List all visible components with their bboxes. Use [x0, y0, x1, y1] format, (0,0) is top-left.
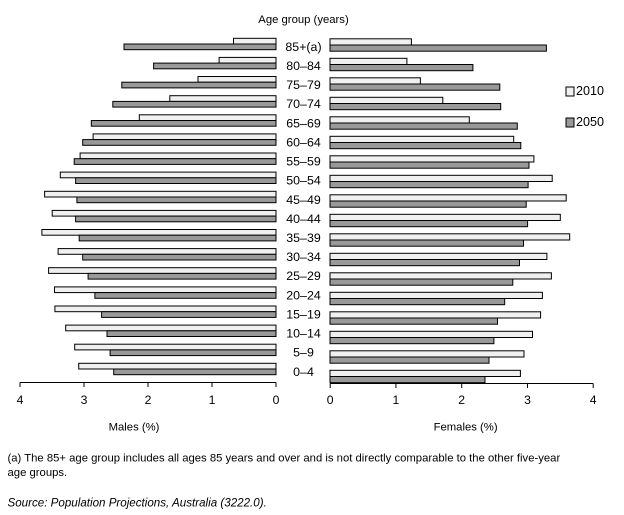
svg-text:2: 2 [145, 393, 152, 407]
svg-text:2010: 2010 [576, 84, 604, 98]
svg-text:85+(a): 85+(a) [285, 40, 321, 54]
svg-text:1: 1 [209, 393, 216, 407]
svg-text:70–74: 70–74 [286, 97, 321, 111]
svg-text:75–79: 75–79 [286, 78, 321, 92]
svg-text:35–39: 35–39 [286, 231, 321, 245]
svg-text:Females (%): Females (%) [434, 422, 498, 434]
svg-text:Age group (years): Age group (years) [258, 14, 349, 26]
svg-text:Source: Population Projections: Source: Population Projections, Australi… [8, 497, 267, 510]
svg-text:Males (%): Males (%) [109, 422, 160, 434]
svg-text:0–4: 0–4 [293, 365, 314, 379]
svg-text:2: 2 [458, 393, 465, 407]
svg-text:65–69: 65–69 [286, 116, 321, 130]
svg-text:55–59: 55–59 [286, 155, 321, 169]
svg-text:45–49: 45–49 [286, 193, 321, 207]
svg-text:4: 4 [17, 393, 24, 407]
svg-text:4: 4 [590, 393, 597, 407]
svg-text:age groups.: age groups. [8, 467, 68, 479]
svg-text:1: 1 [393, 393, 400, 407]
svg-text:5–9: 5–9 [293, 346, 314, 360]
svg-text:3: 3 [524, 393, 531, 407]
svg-text:10–14: 10–14 [286, 327, 321, 341]
svg-text:3: 3 [81, 393, 88, 407]
svg-text:30–34: 30–34 [286, 250, 321, 264]
svg-text:40–44: 40–44 [286, 212, 321, 226]
svg-text:0: 0 [273, 393, 280, 407]
svg-text:20–24: 20–24 [286, 288, 321, 302]
svg-text:2050: 2050 [576, 115, 604, 129]
svg-text:50–54: 50–54 [286, 174, 321, 188]
svg-text:80–84: 80–84 [286, 59, 321, 73]
svg-text:25–29: 25–29 [286, 269, 321, 283]
svg-text:60–64: 60–64 [286, 135, 321, 149]
svg-text:(a) The 85+ age group includes: (a) The 85+ age group includes all ages … [8, 452, 561, 464]
svg-text:0: 0 [327, 393, 334, 407]
svg-text:15–19: 15–19 [286, 308, 321, 322]
